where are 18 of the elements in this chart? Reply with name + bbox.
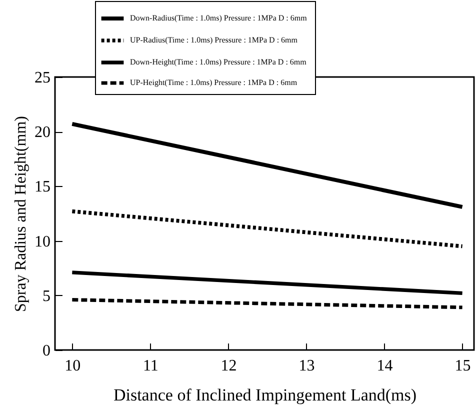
x-tick-label: 12 [220,358,237,374]
legend-label: UP-Radius(Time : 1.0ms) Pressure : 1MPa D : 6mm [130,36,298,44]
y-tick-label: 25 [34,70,50,86]
y-tick-label: 0 [42,342,50,360]
legend-label: Down-Radius(Time : 1.0ms) Pressure : 1MPa D : 6mm [130,14,308,22]
x-tick-label: 14 [376,358,393,374]
x-tick-label: 11 [142,358,158,374]
x-tick-label: 15 [454,358,471,374]
x-axis-title: Distance of Inclined Impingement Land(ms) [113,386,417,404]
y-tick-label: 10 [34,233,50,250]
y-tick-label: 15 [34,178,50,196]
legend-label: Down-Height(Time : 1.0ms) Pressure : 1MPa D : 6mm [130,58,308,66]
legend-label: UP-Height(Time : 1.0ms) Pressure : 1MPa D : 6mm [130,78,298,87]
y-tick-label: 20 [34,124,50,142]
y-tick-label: 5 [42,288,50,305]
y-axis-title: Spray Radius and Height(mm) [12,116,30,312]
x-tick-label: 10 [64,358,81,374]
x-tick-label: 13 [298,358,315,374]
